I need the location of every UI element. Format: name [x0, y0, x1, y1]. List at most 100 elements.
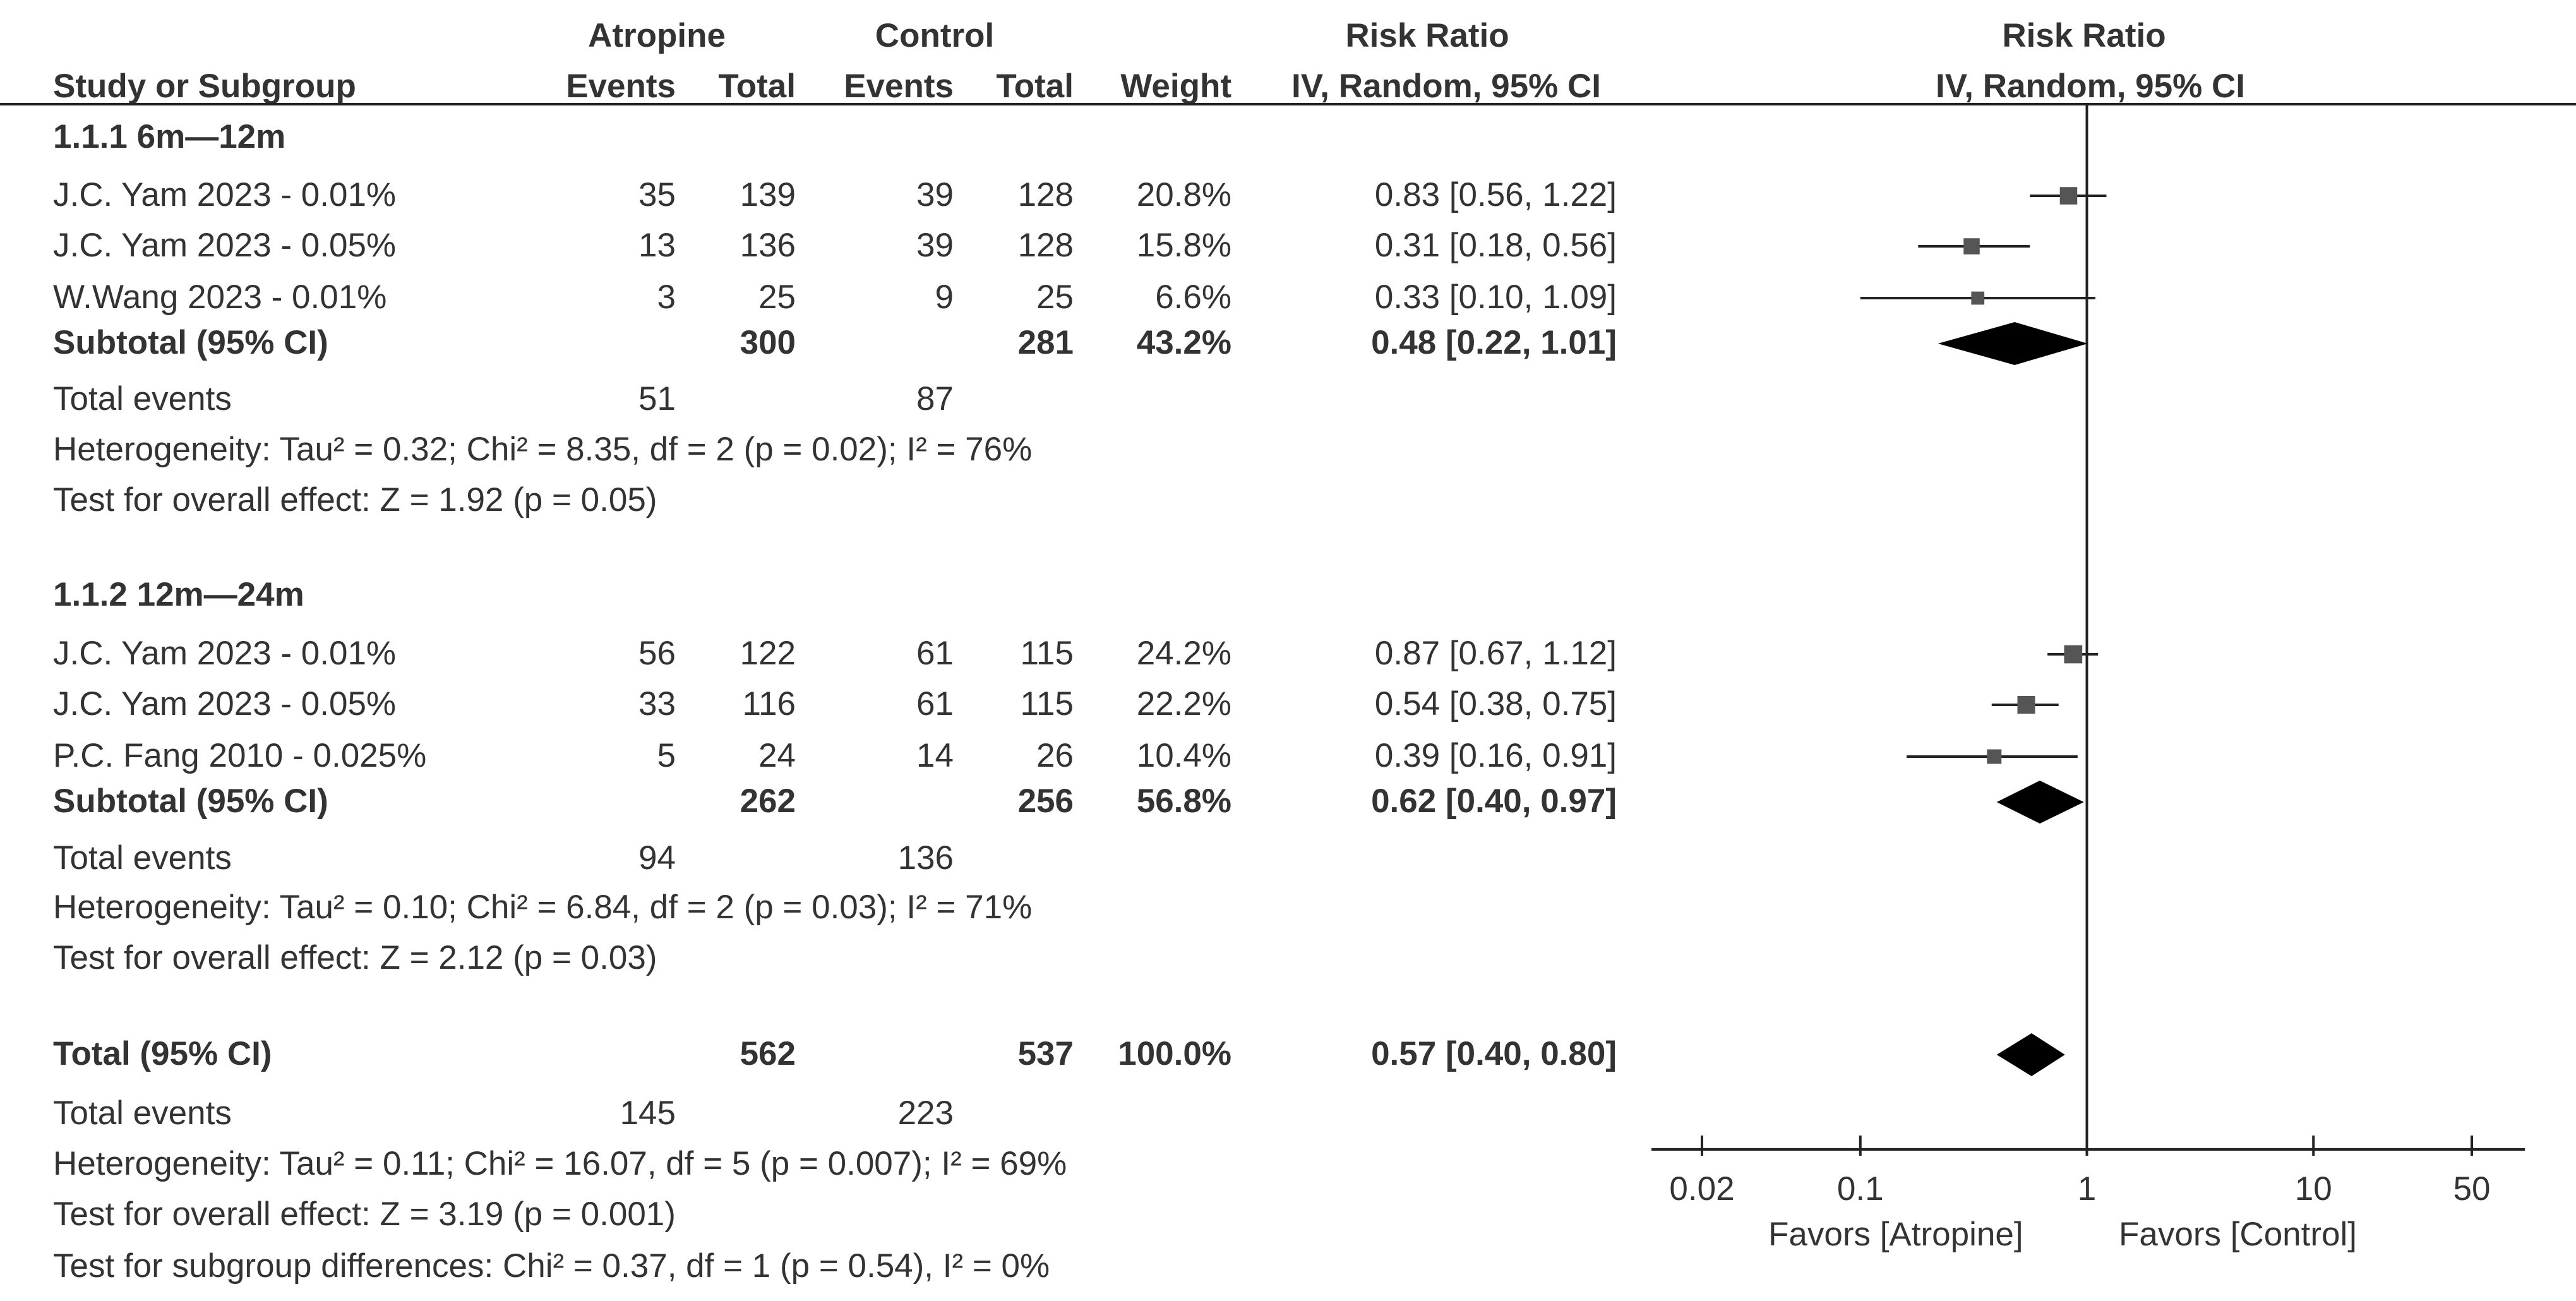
- total1: 116: [742, 685, 796, 722]
- heterogeneity-text: Heterogeneity: Tau² = 0.11; Chi² = 16.07…: [53, 1145, 1067, 1182]
- total-events1: 145: [620, 1094, 676, 1132]
- total-events1: 94: [638, 839, 676, 877]
- total1: 139: [740, 176, 796, 213]
- events2: 39: [916, 176, 954, 213]
- events2: 14: [916, 737, 954, 774]
- risk-ratio-ci: 0.39 [0.16, 0.91]: [1374, 737, 1617, 774]
- col-total2: Total: [996, 68, 1074, 105]
- events1: 3: [657, 279, 676, 316]
- effect-square: [2064, 645, 2083, 664]
- summary-diamond: [1938, 322, 2088, 365]
- total-events-label: Total events: [53, 1094, 232, 1132]
- risk-ratio-ci: 0.54 [0.38, 0.75]: [1374, 685, 1617, 722]
- effect-square: [1963, 238, 1980, 255]
- plot-method: IV, Random, 95% CI: [1936, 68, 2245, 105]
- total-events1: 51: [638, 380, 676, 417]
- col-events1: Events: [566, 68, 676, 105]
- effect-square: [1987, 749, 2002, 764]
- study-name: J.C. Yam 2023 - 0.05%: [53, 685, 397, 722]
- effect-square: [2059, 187, 2078, 205]
- events1: 56: [638, 635, 676, 672]
- total-total1: 562: [740, 1035, 796, 1072]
- rr-method: IV, Random, 95% CI: [1291, 68, 1601, 105]
- col-events2: Events: [844, 68, 954, 105]
- total1: 25: [758, 279, 796, 316]
- study-name: J.C. Yam 2023 - 0.05%: [53, 227, 397, 264]
- events1: 35: [638, 176, 676, 213]
- total2: 25: [1036, 279, 1074, 316]
- tick-label: 0.02: [1669, 1170, 1734, 1208]
- subtotal-weight: 43.2%: [1136, 324, 1231, 361]
- group1-header: Atropine: [588, 17, 726, 54]
- total-events2: 87: [916, 380, 954, 417]
- effect-square: [1971, 291, 1985, 305]
- heterogeneity-text: Heterogeneity: Tau² = 0.10; Chi² = 6.84,…: [53, 889, 1033, 926]
- favors-right-label: Favors [Control]: [2119, 1216, 2357, 1253]
- total-total2: 537: [1017, 1035, 1074, 1072]
- events1: 33: [638, 685, 676, 722]
- subgroup-differences-text: Test for subgroup differences: Chi² = 0.…: [53, 1247, 1050, 1285]
- total1: 24: [758, 737, 796, 774]
- events2: 9: [935, 279, 954, 316]
- subtotal-total1: 262: [740, 782, 796, 820]
- overall-effect-text: Test for overall effect: Z = 2.12 (p = 0…: [53, 939, 657, 976]
- total2: 115: [1020, 685, 1074, 722]
- total1: 122: [740, 635, 796, 672]
- events1: 13: [638, 227, 676, 264]
- overall-effect-text: Test for overall effect: Z = 3.19 (p = 0…: [53, 1196, 676, 1233]
- subtotal-total1: 300: [740, 324, 796, 361]
- overall-effect-text: Test for overall effect: Z = 1.92 (p = 0…: [53, 481, 657, 519]
- total2: 26: [1036, 737, 1074, 774]
- study-name: J.C. Yam 2023 - 0.01%: [53, 635, 397, 672]
- plot-title: Risk Ratio: [2002, 17, 2166, 54]
- total-events-label: Total events: [53, 380, 232, 417]
- subgroup-title: 1.1.2 12m—24m: [53, 576, 304, 613]
- weight: 24.2%: [1136, 635, 1231, 672]
- events2: 39: [916, 227, 954, 264]
- study-name: J.C. Yam 2023 - 0.01%: [53, 176, 397, 213]
- total1: 136: [740, 227, 796, 264]
- favors-left-label: Favors [Atropine]: [1768, 1216, 2023, 1253]
- rr-title: Risk Ratio: [1345, 17, 1509, 54]
- subtotal-label: Subtotal (95% CI): [53, 782, 328, 820]
- risk-ratio-ci: 0.87 [0.67, 1.12]: [1374, 635, 1617, 672]
- total-weight: 100.0%: [1118, 1035, 1231, 1072]
- total2: 128: [1017, 176, 1074, 213]
- total-events2: 223: [897, 1094, 954, 1132]
- study-name: P.C. Fang 2010 - 0.025%: [53, 737, 427, 774]
- summary-diamond: [1996, 1033, 2065, 1076]
- summary-diamond: [1996, 781, 2084, 824]
- weight: 22.2%: [1136, 685, 1231, 722]
- subtotal-ci: 0.62 [0.40, 0.97]: [1371, 782, 1617, 820]
- tick-label: 10: [2295, 1170, 2332, 1208]
- weight: 15.8%: [1136, 227, 1231, 264]
- events2: 61: [916, 685, 954, 722]
- subtotal-ci: 0.48 [0.22, 1.01]: [1371, 324, 1617, 361]
- subtotal-total2: 281: [1017, 324, 1074, 361]
- risk-ratio-ci: 0.33 [0.10, 1.09]: [1374, 279, 1617, 316]
- total-events2: 136: [897, 839, 954, 877]
- events1: 5: [657, 737, 676, 774]
- col-weight: Weight: [1120, 68, 1231, 105]
- risk-ratio-ci: 0.31 [0.18, 0.56]: [1374, 227, 1617, 264]
- weight: 10.4%: [1136, 737, 1231, 774]
- heterogeneity-text: Heterogeneity: Tau² = 0.32; Chi² = 8.35,…: [53, 431, 1033, 468]
- subtotal-weight: 56.8%: [1136, 782, 1231, 820]
- total2: 128: [1017, 227, 1074, 264]
- subtotal-label: Subtotal (95% CI): [53, 324, 328, 361]
- subgroup-title: 1.1.1 6m—12m: [53, 118, 286, 155]
- total-events-label: Total events: [53, 839, 232, 877]
- study-name: W.Wang 2023 - 0.01%: [53, 279, 387, 316]
- col-study: Study or Subgroup: [53, 68, 356, 105]
- total2: 115: [1020, 635, 1074, 672]
- tick-label: 1: [2078, 1170, 2096, 1208]
- subtotal-total2: 256: [1017, 782, 1074, 820]
- risk-ratio-ci: 0.83 [0.56, 1.22]: [1374, 176, 1617, 213]
- weight: 6.6%: [1155, 279, 1231, 316]
- weight: 20.8%: [1136, 176, 1231, 213]
- tick-label: 0.1: [1837, 1170, 1884, 1208]
- header-divider: [0, 103, 2576, 105]
- total-ci: 0.57 [0.40, 0.80]: [1371, 1035, 1617, 1072]
- events2: 61: [916, 635, 954, 672]
